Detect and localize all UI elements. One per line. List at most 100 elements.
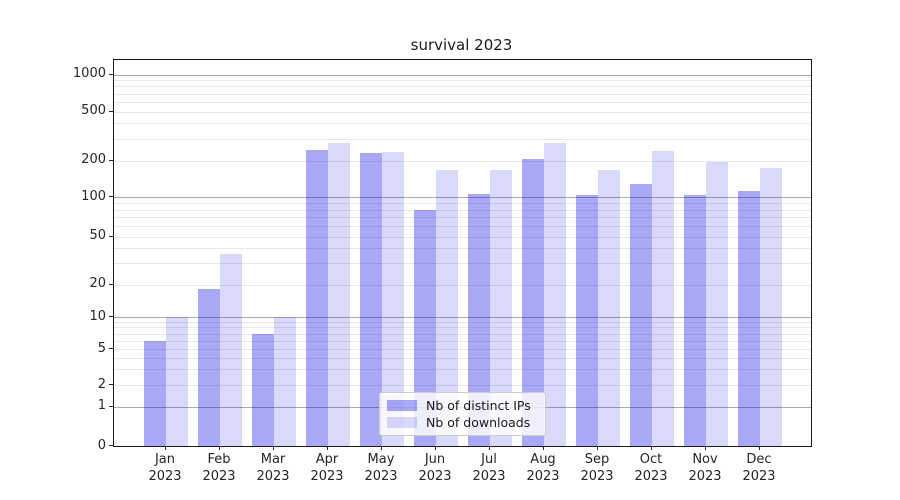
y-tick-label: 1000 bbox=[72, 66, 106, 81]
gridline-minor bbox=[114, 203, 811, 204]
x-tick-label: Nov 2023 bbox=[688, 452, 722, 484]
x-tick-label: Sep 2023 bbox=[580, 452, 614, 484]
gridline-major bbox=[114, 317, 811, 318]
y-tick-label: 2 bbox=[97, 376, 106, 392]
y-tick-label: 1 bbox=[97, 398, 106, 413]
legend-swatch-downloads bbox=[387, 417, 417, 428]
x-tick-mark bbox=[219, 446, 220, 450]
bar-distinct-ips-oct bbox=[630, 184, 652, 446]
x-tick-label: May 2023 bbox=[364, 452, 398, 484]
x-tick-mark bbox=[273, 446, 274, 450]
bar-distinct-ips-dec bbox=[738, 190, 760, 446]
x-tick-label: Apr 2023 bbox=[310, 452, 344, 484]
gridline-minor bbox=[114, 217, 811, 219]
y-tick-label: 500 bbox=[81, 103, 106, 118]
x-tick-mark bbox=[597, 446, 598, 450]
bar-distinct-ips-apr bbox=[306, 149, 328, 446]
x-tick-mark bbox=[327, 446, 328, 450]
gridline-minor bbox=[114, 138, 811, 140]
bar-downloads-oct bbox=[652, 150, 674, 446]
x-tick-label: Jul 2023 bbox=[472, 452, 506, 484]
x-tick-mark bbox=[489, 446, 490, 450]
gridline-minor bbox=[114, 333, 811, 335]
y-tick-label: 0 bbox=[97, 437, 106, 453]
y-tick-label: 5 bbox=[97, 340, 106, 356]
gridline-minor bbox=[114, 209, 811, 211]
y-tick-mark bbox=[109, 73, 113, 75]
gridline-minor bbox=[114, 101, 811, 103]
y-tick-mark bbox=[109, 110, 113, 112]
y-tick-mark bbox=[109, 283, 113, 285]
legend-row-downloads: Nb of downloads bbox=[387, 416, 537, 429]
gridline-minor bbox=[114, 160, 811, 162]
bar-downloads-may bbox=[382, 152, 404, 446]
bar-downloads-aug bbox=[544, 143, 566, 446]
y-tick-mark bbox=[109, 445, 113, 446]
legend-row-distinct-ips: Nb of distinct IPs bbox=[387, 399, 537, 412]
x-tick-mark bbox=[759, 446, 760, 450]
bar-downloads-sep bbox=[598, 169, 620, 446]
y-tick-label: 100 bbox=[81, 188, 106, 204]
plot-area bbox=[113, 59, 812, 447]
x-tick-label: Mar 2023 bbox=[256, 452, 290, 484]
bar-distinct-ips-nov bbox=[684, 194, 706, 446]
y-tick-mark bbox=[109, 384, 113, 386]
x-tick-mark bbox=[651, 446, 652, 450]
bar-distinct-ips-mar bbox=[252, 333, 274, 446]
gridline-minor bbox=[114, 80, 811, 82]
x-tick-label: Dec 2023 bbox=[742, 452, 776, 484]
gridline-minor bbox=[114, 263, 811, 265]
bar-downloads-jul bbox=[490, 169, 512, 446]
y-tick-mark bbox=[109, 159, 113, 161]
bar-downloads-jun bbox=[436, 169, 458, 446]
bar-downloads-apr bbox=[328, 142, 350, 446]
x-tick-mark bbox=[543, 446, 544, 450]
y-tick-mark bbox=[109, 405, 113, 407]
x-tick-label: Aug 2023 bbox=[526, 452, 560, 484]
legend-swatch-distinct-ips bbox=[387, 400, 417, 411]
gridline-minor bbox=[114, 358, 811, 360]
gridline-minor bbox=[114, 284, 811, 286]
y-tick-mark bbox=[109, 316, 113, 317]
gridline-minor bbox=[114, 123, 811, 125]
x-tick-mark bbox=[705, 446, 706, 450]
bar-downloads-jan bbox=[166, 317, 188, 446]
chart-title: survival 2023 bbox=[410, 36, 513, 54]
x-tick-mark bbox=[381, 446, 382, 450]
gridline-major bbox=[114, 197, 811, 198]
gridline-minor bbox=[114, 226, 811, 228]
y-tick-mark bbox=[109, 196, 113, 197]
gridline-minor bbox=[114, 327, 811, 329]
x-tick-label: Oct 2023 bbox=[634, 452, 668, 484]
gridline-major bbox=[114, 74, 811, 76]
gridline-minor bbox=[114, 340, 811, 342]
bar-distinct-ips-jun bbox=[414, 209, 436, 446]
y-tick-label: 200 bbox=[81, 152, 106, 167]
gridline-minor bbox=[114, 86, 811, 88]
bar-distinct-ips-feb bbox=[198, 289, 220, 446]
bar-distinct-ips-may bbox=[360, 153, 382, 446]
gridline-minor bbox=[114, 321, 811, 323]
bar-distinct-ips-sep bbox=[576, 195, 598, 446]
legend-label-distinct-ips: Nb of distinct IPs bbox=[426, 398, 531, 413]
bar-distinct-ips-jan bbox=[144, 340, 166, 446]
x-tick-mark bbox=[435, 446, 436, 450]
gridline-minor bbox=[114, 369, 811, 371]
bar-distinct-ips-jul bbox=[468, 194, 490, 446]
x-tick-label: Feb 2023 bbox=[202, 452, 236, 484]
legend: Nb of distinct IPs Nb of downloads bbox=[379, 392, 546, 436]
gridline-minor bbox=[114, 248, 811, 250]
bar-downloads-nov bbox=[706, 161, 728, 446]
y-tick-label: 10 bbox=[89, 308, 106, 324]
y-tick-mark bbox=[109, 348, 113, 350]
gridline-minor bbox=[114, 349, 811, 351]
x-tick-label: Jun 2023 bbox=[418, 452, 452, 484]
x-tick-mark bbox=[165, 446, 166, 450]
bar-downloads-dec bbox=[760, 168, 782, 446]
bar-downloads-feb bbox=[220, 253, 242, 446]
gridline-minor bbox=[114, 236, 811, 238]
gridline-minor bbox=[114, 385, 811, 387]
bar-distinct-ips-aug bbox=[522, 159, 544, 446]
bar-downloads-mar bbox=[274, 317, 296, 446]
